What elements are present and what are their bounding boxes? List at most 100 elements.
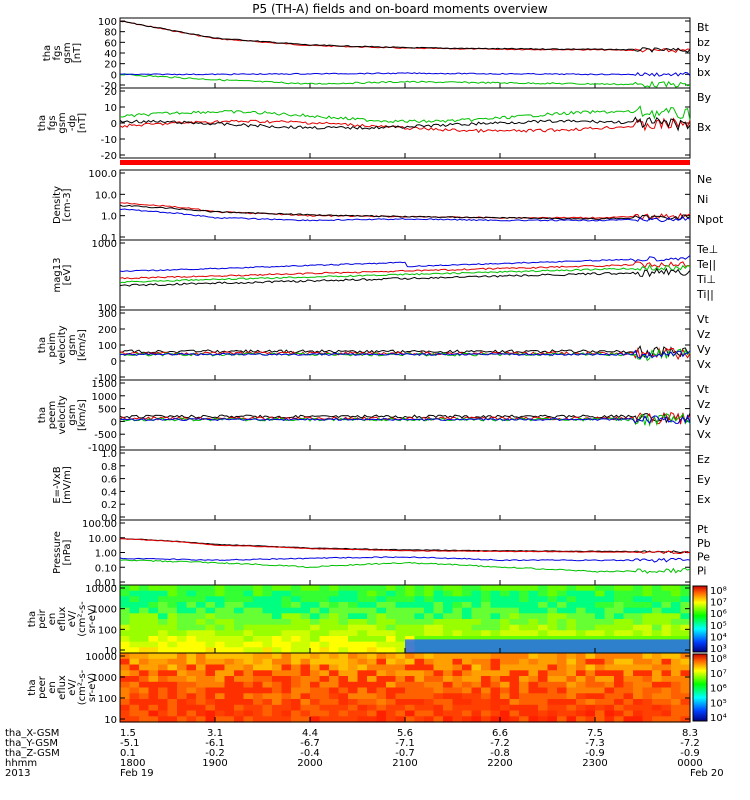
spectrogram-cell xyxy=(253,687,264,694)
spectrogram-cell xyxy=(291,641,302,648)
y-tick-label: 60 xyxy=(104,38,117,49)
spectrogram-cell xyxy=(129,670,140,677)
spectrogram-cell xyxy=(139,710,150,717)
spectrogram-cell xyxy=(234,641,245,648)
y-axis-label-line: sr-eV) xyxy=(87,673,98,702)
spectrogram-cell xyxy=(547,658,558,666)
spectrogram-cell xyxy=(395,619,406,626)
spectrogram-cell xyxy=(281,641,292,648)
spectrogram-cell xyxy=(300,716,311,723)
spectrogram-cell xyxy=(557,590,568,597)
spectrogram-cell xyxy=(205,636,216,643)
y-tick-label: 100 xyxy=(98,625,117,636)
spectrogram-cell xyxy=(509,710,520,717)
legend-pe: Pe xyxy=(697,551,710,564)
spectrogram-cell xyxy=(623,658,634,666)
spectrogram-cell xyxy=(576,704,587,712)
spectrogram-cell xyxy=(338,596,349,603)
spectrogram-cell xyxy=(405,630,416,637)
spectrogram-cell xyxy=(452,613,463,620)
spectrogram-cell xyxy=(405,693,416,700)
spectrogram-cell xyxy=(215,607,226,614)
spectrogram-cell xyxy=(158,585,169,592)
spectrogram-cell xyxy=(547,636,558,643)
spectrogram-cell xyxy=(139,624,150,631)
spectrogram-cell xyxy=(500,607,511,614)
spectrogram-cell xyxy=(338,585,349,592)
spectrogram-cell xyxy=(177,653,188,660)
spectrogram-cell xyxy=(680,607,691,614)
spectrogram-cell xyxy=(386,653,397,660)
y-tick-label: 1000 xyxy=(92,392,117,403)
spectrogram-cell xyxy=(196,636,207,643)
spectrogram-cell xyxy=(642,653,653,660)
spectrogram-cell xyxy=(348,636,359,643)
spectrogram-cell xyxy=(642,716,653,723)
spectrogram-cell xyxy=(196,670,207,677)
colorbar-tick-label: 10⁷ xyxy=(710,598,727,609)
spectrogram-cell xyxy=(509,636,520,643)
spectrogram-cell xyxy=(395,636,406,643)
spectrogram-cell xyxy=(519,624,530,631)
spectrogram-cell xyxy=(338,607,349,614)
spectrogram-cell xyxy=(243,624,254,631)
spectrogram-cell xyxy=(158,630,169,637)
spectrogram-cell xyxy=(566,607,577,614)
spectrogram-cell xyxy=(566,710,577,717)
spectrogram-cell xyxy=(224,704,235,712)
spectrogram-cell xyxy=(177,647,188,654)
spectrogram-cell xyxy=(519,653,530,660)
spectrogram-cell xyxy=(680,658,691,666)
spectrogram-cell xyxy=(310,619,321,626)
spectrogram-cell xyxy=(329,699,340,706)
spectrogram-cell xyxy=(272,647,283,654)
spectrogram-cell xyxy=(604,710,615,717)
spectrogram-cell xyxy=(338,647,349,654)
spectrogram-cell xyxy=(623,687,634,694)
spectrogram-cell xyxy=(452,602,463,609)
spectrogram-cell xyxy=(471,658,482,666)
spectrogram-cell xyxy=(642,630,653,637)
spectrogram-cell xyxy=(348,699,359,706)
spectrogram-cell xyxy=(300,670,311,677)
spectrogram-cell xyxy=(557,687,568,694)
spectrogram-cell xyxy=(424,630,435,637)
spectrogram-cell xyxy=(234,716,245,723)
spectrogram-cell xyxy=(186,641,197,648)
legend-ti: Ti⊥ xyxy=(696,273,716,286)
spectrogram-cell xyxy=(338,699,349,706)
spectrogram-cell xyxy=(528,664,539,671)
spectrogram-cell xyxy=(414,619,425,626)
spectrogram-cell xyxy=(319,664,330,671)
spectrogram-cell xyxy=(291,693,302,700)
spectrogram-cell xyxy=(158,676,169,683)
spectrogram-cell xyxy=(300,619,311,626)
spectrogram-cell xyxy=(338,619,349,626)
axis-z-value: -0.2 xyxy=(205,748,225,759)
y-axis-label-line: tha xyxy=(37,407,48,423)
spectrogram-cell xyxy=(595,636,606,643)
spectrogram-cell xyxy=(215,658,226,666)
spectrogram-cell xyxy=(319,647,330,654)
spectrogram-cell xyxy=(595,619,606,626)
spectrogram-cell xyxy=(576,676,587,683)
spectrogram-cell xyxy=(595,699,606,706)
spectrogram-cell xyxy=(319,687,330,694)
series-dp-bx xyxy=(119,116,691,132)
spectrogram-cell xyxy=(566,716,577,723)
spectrogram-cell xyxy=(557,716,568,723)
spectrogram-cell xyxy=(357,624,368,631)
spectrogram-cell xyxy=(585,687,596,694)
spectrogram-cell xyxy=(319,590,330,597)
spectrogram-cell xyxy=(595,664,606,671)
spectrogram-cell xyxy=(139,602,150,609)
colorbar-tick-label: 10⁴ xyxy=(710,632,727,643)
spectrogram-cell xyxy=(205,693,216,700)
spectrogram-cell xyxy=(234,699,245,706)
spectrogram-cell xyxy=(642,590,653,597)
spectrogram-cell xyxy=(196,602,207,609)
y-axis-label-line: peem xyxy=(47,401,58,429)
spectrogram-cell xyxy=(329,596,340,603)
spectrogram-cell xyxy=(186,585,197,592)
spectrogram-cell xyxy=(177,716,188,723)
